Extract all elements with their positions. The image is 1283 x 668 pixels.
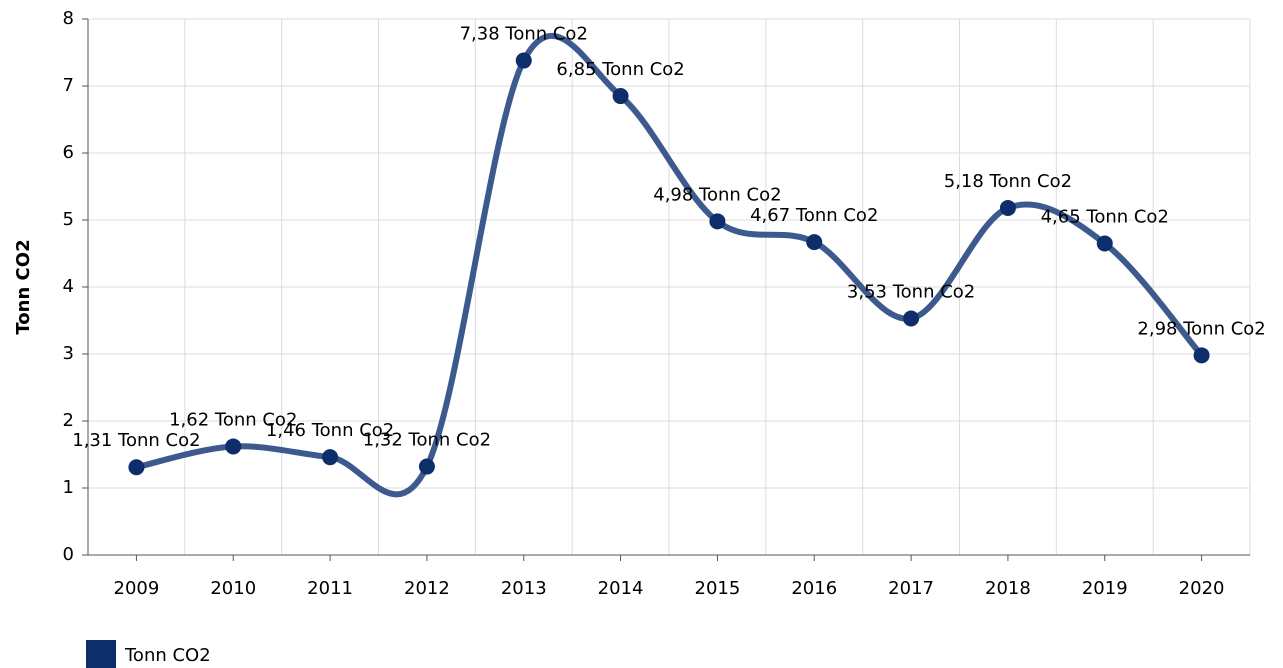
legend-swatch <box>86 640 116 668</box>
marker <box>612 88 629 105</box>
marker <box>806 234 823 251</box>
marker <box>999 199 1016 216</box>
data-label: 3,53 Tonn Co2 <box>847 281 975 302</box>
data-label: 4,65 Tonn Co2 <box>1041 206 1169 227</box>
marker <box>1096 235 1113 252</box>
x-tick-label: 2018 <box>985 578 1031 599</box>
y-tick-label: 8 <box>63 8 74 29</box>
x-tick-label: 2013 <box>501 578 547 599</box>
data-label: 1,32 Tonn Co2 <box>363 430 491 451</box>
x-tick-label: 2015 <box>695 578 741 599</box>
data-label: 7,38 Tonn Co2 <box>460 24 588 45</box>
y-tick-label: 2 <box>63 410 74 431</box>
x-tick-label: 2020 <box>1179 578 1225 599</box>
data-label: 2,98 Tonn Co2 <box>1137 318 1265 339</box>
y-tick-label: 6 <box>63 142 74 163</box>
data-label: 4,98 Tonn Co2 <box>653 184 781 205</box>
x-tick-label: 2019 <box>1082 578 1128 599</box>
data-label: 5,18 Tonn Co2 <box>944 171 1072 192</box>
y-tick-label: 1 <box>63 477 74 498</box>
marker <box>128 459 145 476</box>
marker <box>515 52 532 69</box>
y-tick-label: 3 <box>63 343 74 364</box>
legend-label: Tonn CO2 <box>124 645 211 666</box>
marker <box>225 438 242 455</box>
data-label: 1,46 Tonn Co2 <box>266 420 394 441</box>
marker <box>709 213 726 230</box>
y-axis-label: Tonn CO2 <box>13 239 34 334</box>
data-label: 6,85 Tonn Co2 <box>556 59 684 80</box>
marker <box>903 310 920 327</box>
y-tick-label: 0 <box>63 544 74 565</box>
y-tick-label: 4 <box>63 276 74 297</box>
data-label: 1,62 Tonn Co2 <box>169 409 297 430</box>
data-label: 4,67 Tonn Co2 <box>750 205 878 226</box>
x-tick-label: 2009 <box>114 578 160 599</box>
x-tick-label: 2012 <box>404 578 450 599</box>
marker <box>322 449 339 466</box>
marker <box>1193 347 1210 364</box>
x-tick-label: 2016 <box>791 578 837 599</box>
data-label: 1,31 Tonn Co2 <box>72 430 200 451</box>
x-tick-label: 2014 <box>598 578 644 599</box>
y-tick-label: 7 <box>63 75 74 96</box>
x-tick-label: 2010 <box>210 578 256 599</box>
x-tick-label: 2011 <box>307 578 353 599</box>
x-tick-label: 2017 <box>888 578 934 599</box>
marker <box>418 458 435 475</box>
y-tick-label: 5 <box>63 209 74 230</box>
